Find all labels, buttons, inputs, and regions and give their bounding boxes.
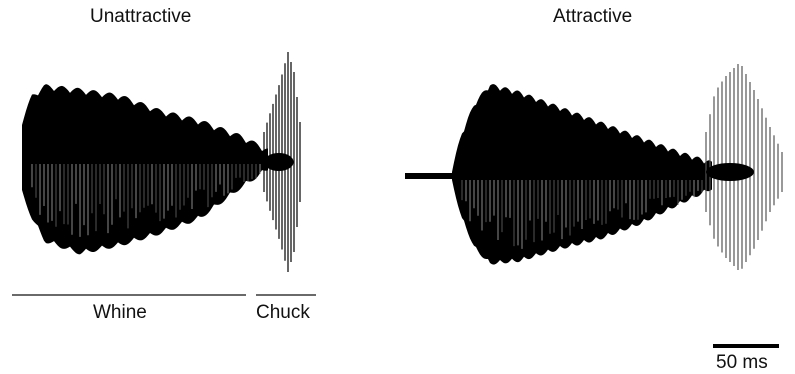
attractive-chuck-waveform xyxy=(705,64,783,270)
right-panel-title: Attractive xyxy=(553,6,633,27)
unattractive-whine-waveform xyxy=(22,84,268,255)
chuck-label: Chuck xyxy=(256,302,310,323)
whine-label: Whine xyxy=(93,302,147,323)
attractive-whine-waveform xyxy=(405,84,712,265)
left-panel-title: Unattractive xyxy=(90,6,192,27)
unattractive-chuck-waveform xyxy=(263,52,301,272)
scale-bar-label: 50 ms xyxy=(716,352,768,373)
